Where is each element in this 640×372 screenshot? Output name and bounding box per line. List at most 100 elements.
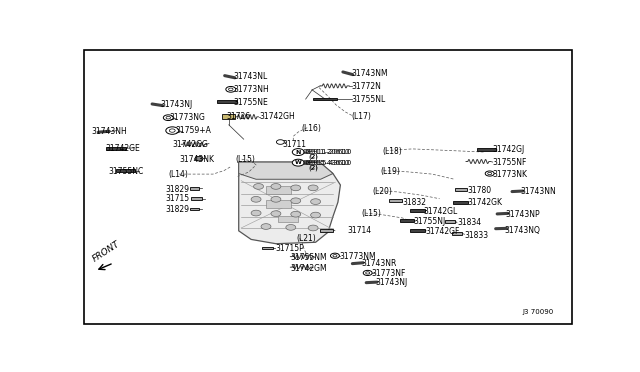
Text: 31715P: 31715P [275,244,303,253]
Polygon shape [445,220,456,223]
Text: (2): (2) [309,165,318,170]
Circle shape [291,211,301,217]
Text: 31726: 31726 [227,112,251,121]
Text: 31742GK: 31742GK [468,198,503,207]
Text: 31743NM: 31743NM [352,69,388,78]
Text: J3 70090: J3 70090 [522,309,554,315]
Text: (L15): (L15) [236,155,255,164]
Text: 31743NP: 31743NP [506,210,540,219]
Circle shape [333,254,337,257]
Circle shape [365,272,370,274]
Text: 31714: 31714 [348,226,372,235]
Text: (L16): (L16) [301,124,321,133]
Text: 31755NJ: 31755NJ [413,217,445,226]
Polygon shape [191,198,202,200]
Polygon shape [217,100,237,103]
Text: 31755NE: 31755NE [234,98,269,107]
Circle shape [330,253,339,258]
Text: 31742GL: 31742GL [423,207,458,216]
Text: 31773NM: 31773NM [339,251,376,260]
Bar [266,186,291,194]
Polygon shape [320,229,333,232]
Text: 31742GE: 31742GE [106,144,141,153]
Circle shape [286,225,296,230]
Text: 31743NH: 31743NH [91,127,127,136]
Polygon shape [189,187,198,190]
Polygon shape [239,162,333,179]
Circle shape [251,210,261,216]
Text: 08911-20610: 08911-20610 [302,149,349,155]
Polygon shape [116,169,135,172]
Circle shape [195,156,203,161]
Polygon shape [451,232,463,235]
Text: 31829: 31829 [165,205,189,214]
Circle shape [226,86,236,92]
Text: 31832: 31832 [403,198,426,207]
Text: 31773NK: 31773NK [493,170,527,179]
Bar [266,200,291,208]
Text: 31742GM: 31742GM [291,264,327,273]
Polygon shape [389,199,402,202]
Text: 31780: 31780 [468,186,492,195]
Circle shape [310,212,321,218]
Text: 31743NJ: 31743NJ [376,279,408,288]
Text: W: W [295,160,301,165]
Circle shape [485,171,494,176]
Circle shape [271,183,281,189]
Text: 31773NF: 31773NF [372,269,406,278]
Text: (L14): (L14) [168,170,188,179]
Text: (L21): (L21) [296,234,316,243]
Circle shape [170,129,175,132]
Circle shape [292,159,304,166]
Bar [278,216,298,222]
Circle shape [310,199,321,205]
Text: 31833: 31833 [465,231,488,240]
Text: 31742GJ: 31742GJ [493,145,525,154]
Text: (2): (2) [308,154,318,160]
Circle shape [271,196,281,202]
Text: 31742GH: 31742GH [260,112,295,121]
Circle shape [291,198,301,203]
Circle shape [228,88,233,91]
Text: (2): (2) [308,164,318,171]
Text: 31715: 31715 [165,194,189,203]
Polygon shape [313,97,337,100]
Polygon shape [262,247,273,249]
Text: FRONT: FRONT [90,240,121,264]
Polygon shape [239,162,340,244]
Circle shape [291,185,301,191]
Circle shape [276,140,284,144]
Circle shape [261,224,271,230]
Circle shape [364,270,372,276]
Text: 31755NF: 31755NF [493,158,527,167]
Text: (L15): (L15) [362,209,381,218]
Circle shape [308,185,318,191]
Text: (L17): (L17) [352,112,372,121]
Text: (L20): (L20) [372,187,392,196]
Text: 31743NL: 31743NL [234,72,268,81]
Text: 31742GG: 31742GG [172,140,208,149]
Text: 08915-43610: 08915-43610 [302,160,349,166]
Polygon shape [106,147,125,150]
Polygon shape [410,209,425,212]
Circle shape [163,115,173,121]
Text: N: N [296,150,301,154]
Circle shape [166,127,179,134]
Text: (2): (2) [309,154,318,160]
Circle shape [166,116,170,119]
Polygon shape [401,219,414,222]
Polygon shape [455,188,467,191]
Polygon shape [454,201,468,203]
Text: 31755NL: 31755NL [352,95,386,104]
Text: 08911-20610: 08911-20610 [305,149,352,155]
Circle shape [488,172,492,175]
Circle shape [253,183,264,189]
Text: 31743NK: 31743NK [179,155,214,164]
Text: 31742GF: 31742GF [425,227,460,236]
Circle shape [308,225,318,231]
Text: (L18): (L18) [383,147,403,156]
Text: 31743NR: 31743NR [362,259,397,268]
Text: 31773NG: 31773NG [169,113,205,122]
Text: 31772N: 31772N [352,82,381,91]
Text: 31773NH: 31773NH [234,85,269,94]
